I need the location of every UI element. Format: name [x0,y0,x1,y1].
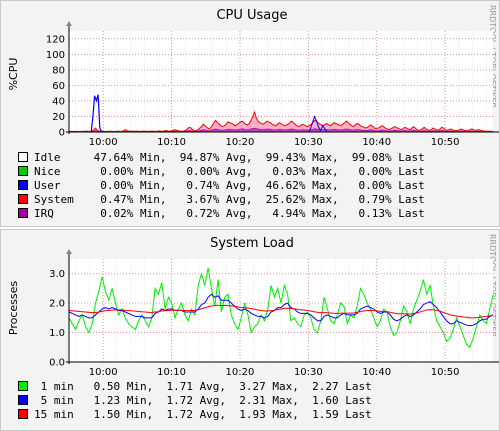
y-tick-label: 60 [52,81,65,92]
legend-text: Nice 0.00% Min, 0.00% Avg, 0.03% Max, 0.… [34,165,425,178]
series-system-line [69,110,493,133]
y-tick-label: 3.0 [49,269,65,280]
x-tick-label: 10:30 [294,137,323,148]
x-tick-label: 10:20 [226,367,255,378]
y-tick-label: 0 [59,128,65,139]
x-tick-label: 10:30 [294,367,323,378]
legend-swatch [18,395,28,405]
legend-text: Idle 47.64% Min, 94.87% Avg, 99.43% Max,… [34,151,425,164]
legend-swatch [18,208,28,218]
y-tick-label: 80 [52,65,65,76]
legend-swatch [18,409,28,419]
legend-text: 1 min 0.50 Min, 1.71 Avg, 3.27 Max, 2.27… [34,380,372,393]
y-tick-label: 40 [52,96,65,107]
legend-entry: 5 min 1.23 Min, 1.72 Avg, 2.31 Max, 1.60… [18,394,372,408]
series-line-15-min [68,304,494,319]
y-axis-arrow-icon [66,249,72,254]
legend-swatch [18,180,28,190]
legend-entry: System 0.47% Min, 3.67% Avg, 25.62% Max,… [18,193,425,207]
chart-title: CPU Usage [216,8,287,23]
y-tick-label: 2.0 [49,299,65,310]
y-axis-label: %CPU [7,58,20,91]
series-system-area [69,112,493,132]
series-user-line [307,115,328,133]
cpu-legend: Idle 47.64% Min, 94.87% Avg, 99.43% Max,… [18,151,425,221]
legend-entry: Idle 47.64% Min, 94.87% Avg, 99.43% Max,… [18,151,425,165]
x-tick-label: 10:50 [431,137,460,148]
x-tick-label: 10:40 [362,367,391,378]
y-tick-label: 1.0 [49,328,65,339]
legend-entry: 1 min 0.50 Min, 1.71 Avg, 3.27 Max, 2.27… [18,380,372,394]
x-tick-label: 10:40 [362,137,391,148]
y-axis-label: Processes [7,281,20,335]
y-axis-arrow-icon [66,21,72,26]
load-legend: 1 min 0.50 Min, 1.71 Avg, 3.27 Max, 2.27… [18,380,372,422]
series-line-1-min [68,267,494,349]
chart-title: System Load [210,236,294,251]
y-tick-label: 100 [46,50,65,61]
legend-entry: IRQ 0.02% Min, 0.72% Avg, 4.94% Max, 0.1… [18,207,425,221]
legend-swatch [18,194,28,204]
y-tick-label: 20 [52,112,65,123]
system-load-chart: System Load Processes RRDTOOL / TOBI OET… [7,234,500,378]
cpu-usage-panel: CPU Usage %CPU RRDTOOL / TOBI OETIKER 02… [0,0,500,227]
axes: 0 20 40 60 80 100 120 10:00 10:10 10:20 10:30 10:40… [46,21,500,148]
legend-swatch [18,152,28,162]
x-tick-label: 10:10 [157,367,186,378]
x-tick-label: 10:10 [157,137,186,148]
x-tick-label: 10:50 [431,367,460,378]
series-user-line [90,94,103,133]
legend-entry: 15 min 1.50 Min, 1.72 Avg, 1.93 Max, 1.5… [18,408,372,422]
legend-text: 15 min 1.50 Min, 1.72 Avg, 1.93 Max, 1.5… [34,408,372,421]
series-line-5-min [68,293,494,327]
axes: 0.0 1.0 2.0 3.0 10:00 10:10 10:20 10:30 10:40 10:… [49,249,500,378]
system-load-panel: System Load Processes RRDTOOL / TOBI OET… [0,229,500,431]
grid [69,259,493,363]
x-tick-label: 10:20 [226,137,255,148]
grid [69,31,493,133]
legend-text: User 0.00% Min, 0.74% Avg, 46.62% Max, 0… [34,179,425,192]
y-tick-label: 120 [46,34,65,45]
legend-text: System 0.47% Min, 3.67% Avg, 25.62% Max,… [34,193,425,206]
y-tick-label: 0.0 [49,358,65,369]
legend-entry: Nice 0.00% Min, 0.00% Avg, 0.03% Max, 0.… [18,165,425,179]
legend-swatch [18,381,28,391]
cpu-usage-chart: CPU Usage %CPU RRDTOOL / TOBI OETIKER 02… [7,5,500,148]
legend-text: 5 min 1.23 Min, 1.72 Avg, 2.31 Max, 1.60… [34,394,372,407]
x-tick-label: 10:00 [89,137,118,148]
legend-text: IRQ 0.02% Min, 0.72% Avg, 4.94% Max, 0.1… [34,207,425,220]
legend-entry: User 0.00% Min, 0.74% Avg, 46.62% Max, 0… [18,179,425,193]
legend-swatch [18,166,28,176]
series-group [68,267,494,349]
x-tick-label: 10:00 [89,367,118,378]
